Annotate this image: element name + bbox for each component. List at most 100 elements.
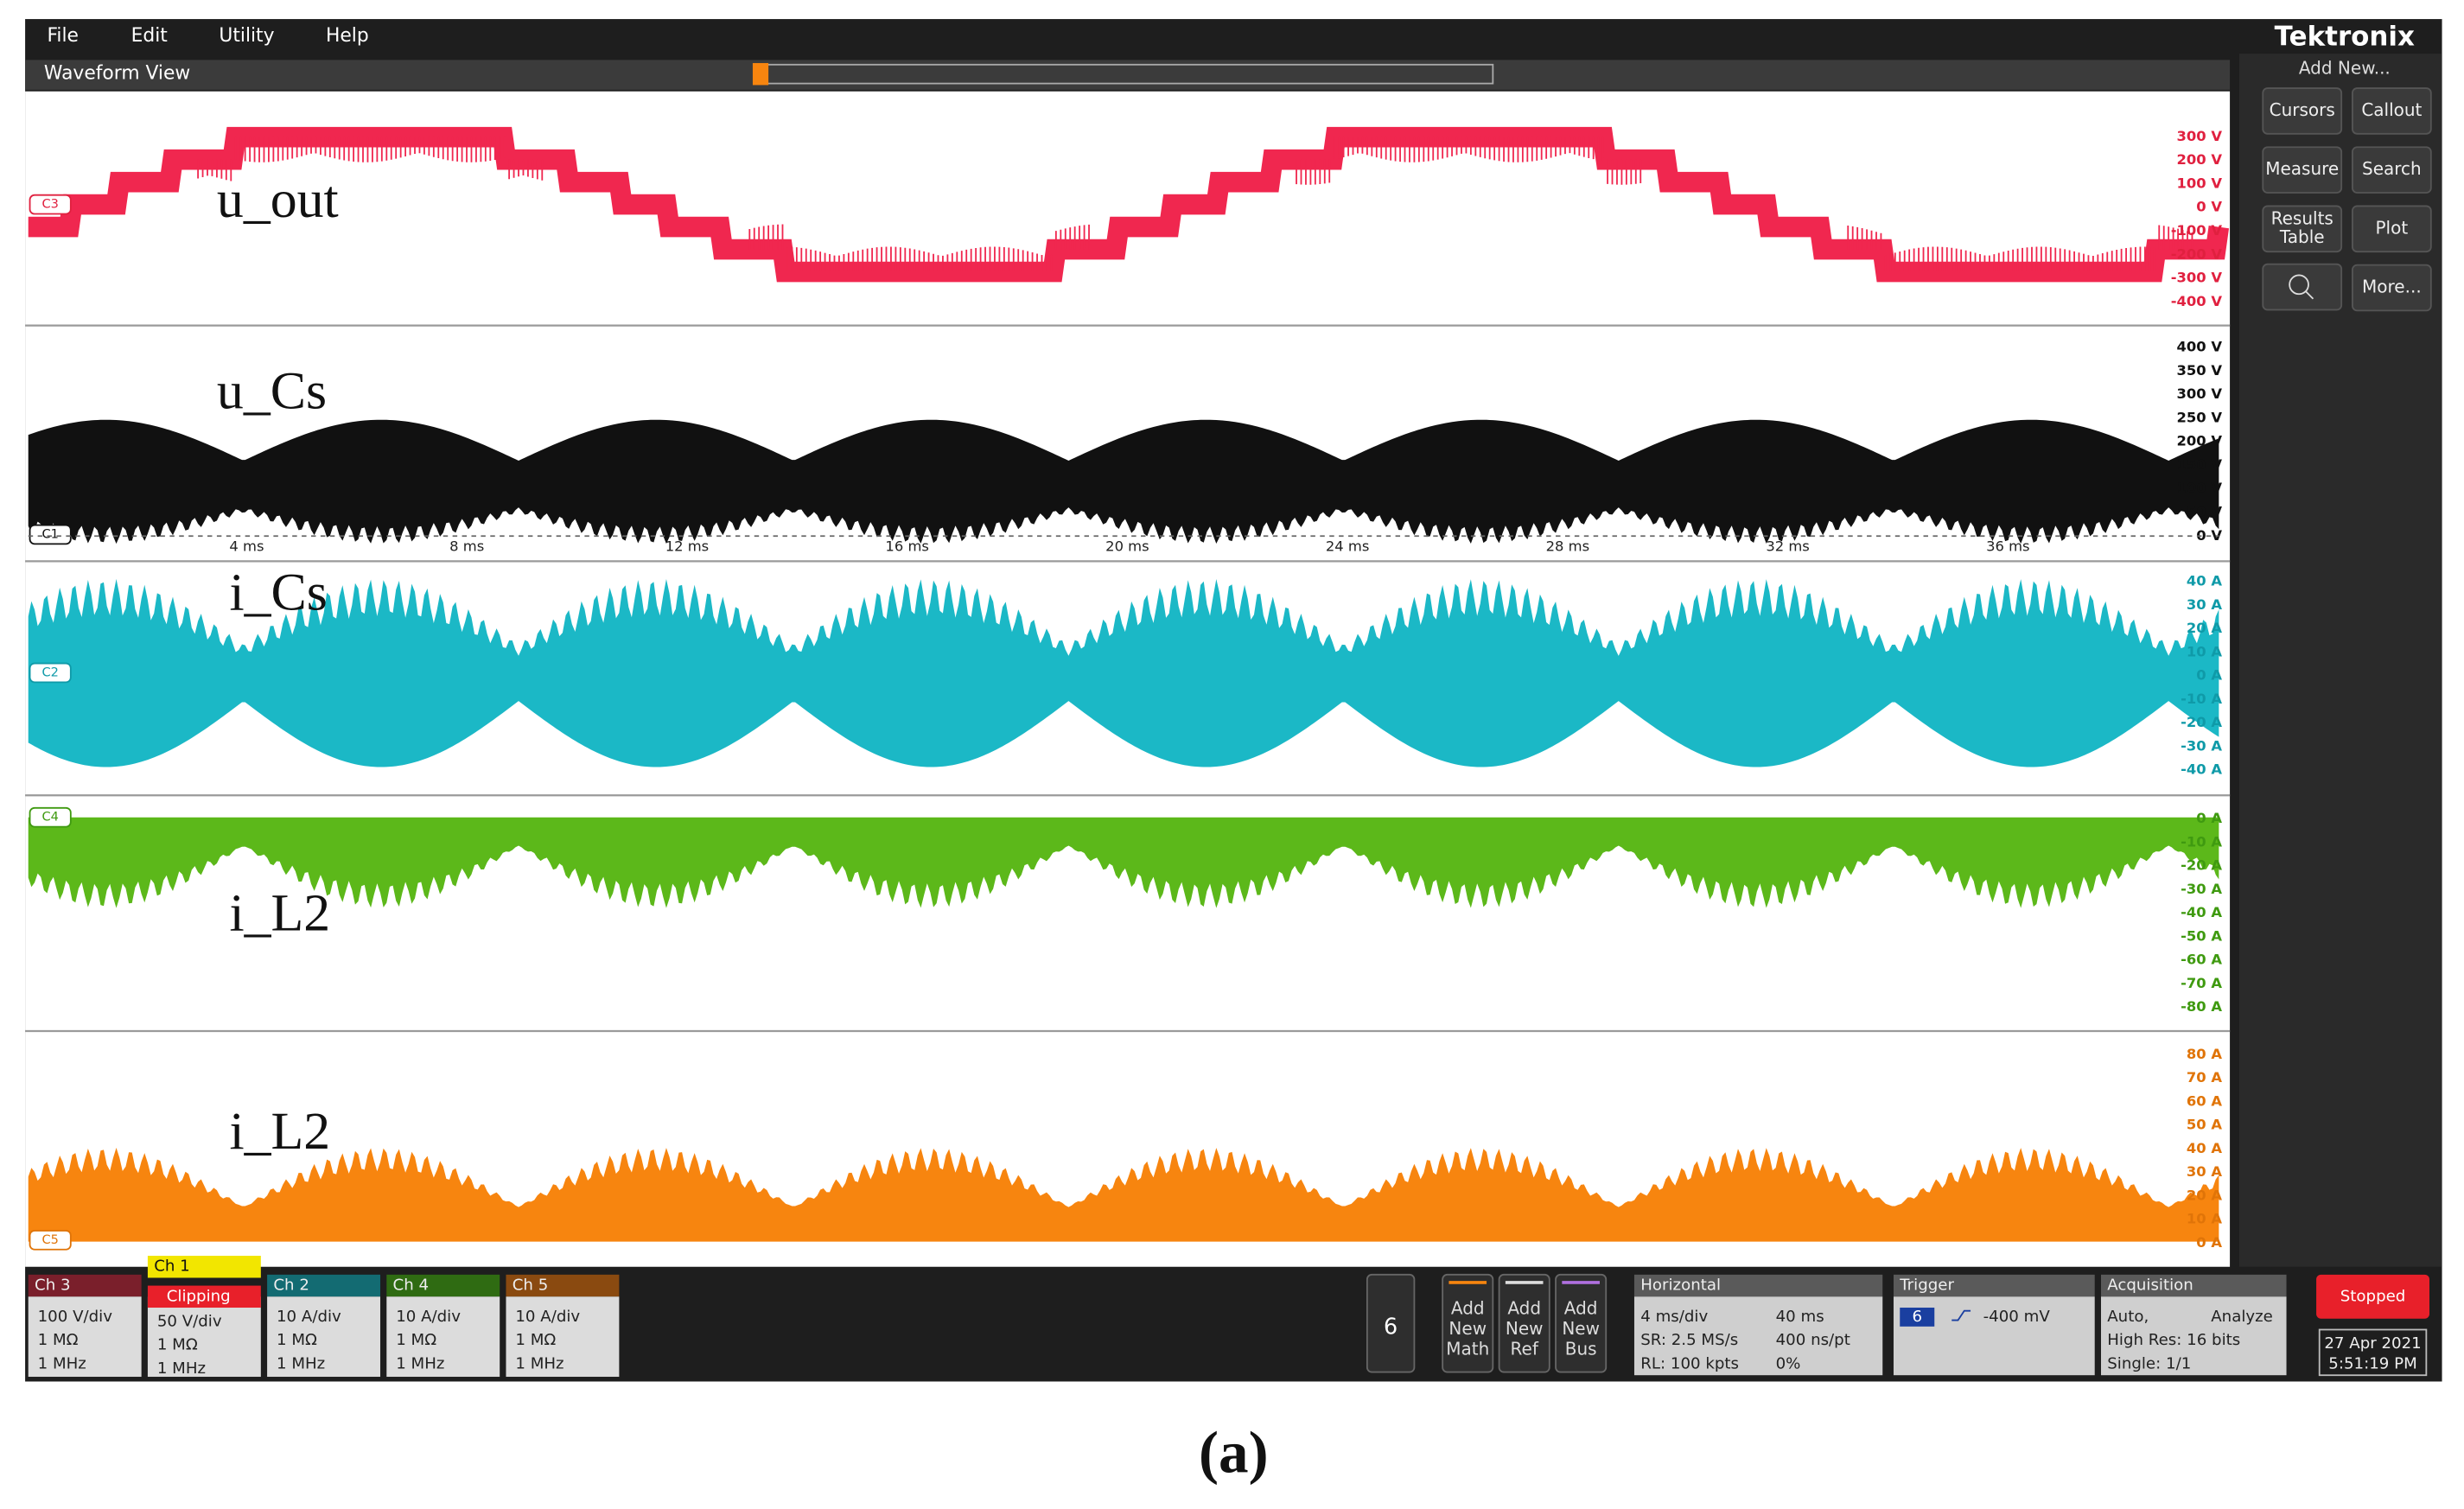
- signal-label: i_L2: [229, 1102, 330, 1161]
- scale-label: 100 V: [2176, 175, 2222, 191]
- time-label: 4 ms: [229, 538, 264, 554]
- zoom-icon: [2289, 274, 2309, 296]
- side-button[interactable]: [2262, 146, 2343, 194]
- waveform: [28, 578, 2219, 767]
- channel-setting: 100 V/div: [38, 1308, 113, 1326]
- horizontal-header[interactable]: [1633, 1274, 1883, 1297]
- channel-name: Ch 2: [273, 1277, 309, 1295]
- date: 27 Apr 2021: [2324, 1334, 2421, 1353]
- scale-label: 10 A: [2187, 643, 2222, 659]
- add-button-label: Add: [1507, 1297, 1541, 1318]
- add-button-label: Math: [1446, 1339, 1489, 1359]
- horizontal-body[interactable]: [1633, 1296, 1883, 1376]
- side-button[interactable]: [2351, 205, 2432, 253]
- scale-label: -200 V: [2171, 245, 2223, 262]
- add-button-label: Ref: [1511, 1339, 1539, 1359]
- scale-label: -30 A: [2181, 737, 2222, 754]
- trigger-header[interactable]: [1893, 1274, 2095, 1297]
- clipping-bar: [147, 1285, 261, 1308]
- scale-label: 60 A: [2187, 1092, 2222, 1109]
- waveform-ripple: [197, 137, 2193, 272]
- channel-header[interactable]: [28, 1274, 142, 1297]
- scale-label: 250 V: [2176, 409, 2222, 425]
- waveform: [28, 817, 2219, 908]
- channel-badge: [29, 662, 72, 684]
- button-6[interactable]: [1366, 1273, 1416, 1373]
- scale-label: 200 V: [2176, 151, 2222, 168]
- time-label: 16 ms: [885, 538, 928, 554]
- side-button[interactable]: [2262, 87, 2343, 135]
- signal-label: i_L2: [229, 883, 330, 942]
- channel-name: Ch 5: [513, 1277, 549, 1295]
- side-button[interactable]: [2351, 146, 2432, 194]
- horizontal-setting: 400 ns/pt: [1776, 1331, 1850, 1349]
- side-button[interactable]: [2351, 264, 2432, 312]
- time-label: 24 ms: [1326, 538, 1369, 554]
- horizontal-setting: RL: 100 kpts: [1640, 1354, 1739, 1372]
- channel-header[interactable]: [506, 1274, 620, 1297]
- side-button-label: Cursors: [2270, 99, 2335, 120]
- add-button-label: New: [1506, 1318, 1544, 1339]
- scale-label: 0 A: [2196, 667, 2222, 684]
- channel-setting: 1 MHz: [515, 1354, 563, 1372]
- side-button-label: Table: [2279, 226, 2325, 247]
- add-button[interactable]: [1442, 1273, 1494, 1373]
- acquisition-body[interactable]: [2100, 1296, 2287, 1376]
- time-label: 36 ms: [1986, 538, 2029, 554]
- menu-item: Utility: [219, 25, 274, 47]
- time-label: 32 ms: [1766, 538, 1809, 554]
- view-title: Waveform View: [44, 63, 190, 85]
- menu-item: File: [47, 25, 78, 47]
- channel-setting: 10 A/div: [277, 1308, 341, 1326]
- side-button[interactable]: [2351, 87, 2432, 135]
- channel-body[interactable]: [147, 1296, 261, 1378]
- zoom-button[interactable]: [2262, 263, 2343, 311]
- datetime-box: [2318, 1328, 2428, 1377]
- side-panel: [2238, 54, 2442, 1267]
- channel-body[interactable]: [506, 1296, 620, 1378]
- signal-label: u_Cs: [217, 362, 327, 421]
- scale-label: -100 V: [2171, 222, 2223, 239]
- channel-header[interactable]: [267, 1274, 381, 1297]
- channel-body[interactable]: [28, 1296, 142, 1378]
- add-button[interactable]: [1555, 1273, 1608, 1373]
- scale-label: 0 V: [2196, 199, 2222, 215]
- zoom-icon: [2304, 290, 2314, 300]
- side-button[interactable]: [2262, 205, 2343, 253]
- clipping-label: Clipping: [167, 1287, 231, 1305]
- add-button-label: New: [1562, 1318, 1600, 1339]
- menu-item: Edit: [131, 25, 169, 47]
- channel-badge: [29, 524, 72, 545]
- acquisition-header[interactable]: [2100, 1274, 2287, 1297]
- channel-badge: [29, 806, 72, 828]
- channel-setting: 1 MHz: [277, 1354, 325, 1372]
- scale-label: -40 A: [2181, 761, 2222, 778]
- signal-label: i_Cs: [229, 563, 327, 621]
- time: 5:51:19 PM: [2328, 1354, 2416, 1372]
- channel-badge-label: C4: [41, 811, 58, 825]
- scale-label: 20 A: [2187, 620, 2222, 636]
- channel-badge-label: C2: [41, 665, 58, 679]
- waveform: [28, 1148, 2219, 1242]
- scale-label: -30 A: [2181, 881, 2222, 897]
- scale-label: 0 A: [2196, 1234, 2222, 1251]
- add-button[interactable]: [1498, 1273, 1550, 1373]
- channel-setting: 10 A/div: [515, 1308, 580, 1326]
- acquisition-setting: Analyze: [2211, 1308, 2273, 1326]
- channel-header[interactable]: [386, 1274, 500, 1297]
- scale-label: -40 A: [2181, 904, 2222, 920]
- button-6-label: 6: [1384, 1315, 1398, 1340]
- stopped-button[interactable]: [2316, 1274, 2429, 1319]
- time-label: 28 ms: [1546, 538, 1589, 554]
- signal-label: u_out: [217, 170, 339, 229]
- channel-body[interactable]: [267, 1296, 381, 1378]
- scale-label: -20 A: [2181, 714, 2222, 730]
- trigger-level: -400 mV: [1983, 1308, 2051, 1326]
- scale-label: -50 A: [2181, 927, 2222, 944]
- channel-setting: 10 A/div: [396, 1308, 461, 1326]
- side-button-label: Results: [2271, 207, 2333, 228]
- side-button-label: More...: [2362, 276, 2422, 296]
- trigger-title: Trigger: [1899, 1277, 1954, 1295]
- channel-header[interactable]: [147, 1256, 261, 1278]
- channel-body[interactable]: [386, 1296, 500, 1378]
